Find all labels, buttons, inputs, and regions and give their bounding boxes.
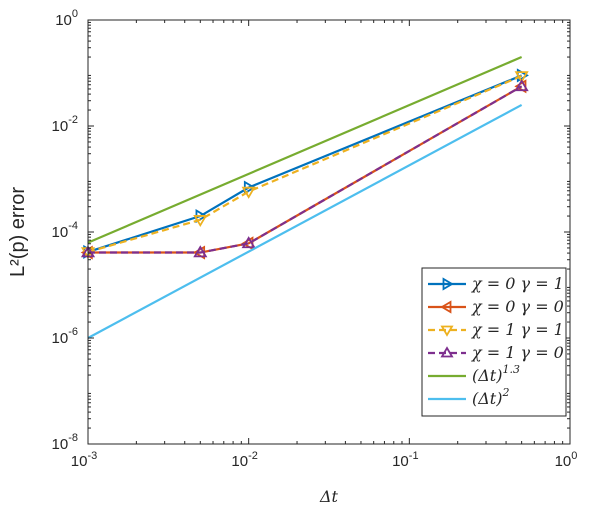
series-line [87, 103, 523, 339]
legend-entry: χ = 1 γ = 0 [428, 343, 564, 362]
legend-box [421, 267, 567, 417]
data-point-marker [514, 79, 529, 92]
y-tick-label: 10-8 [52, 432, 78, 453]
y-tick-label: 10-2 [52, 114, 78, 135]
x-tick-label: 10-3 [71, 450, 97, 470]
legend-label: χ = 0 γ = 0 [471, 297, 564, 316]
x-tick-label: 10-2 [231, 450, 257, 470]
data-point-marker [440, 300, 452, 314]
y-tick-label: 10-6 [52, 326, 78, 347]
series-line [88, 85, 523, 254]
data-point-marker [440, 346, 454, 358]
legend-entry: χ = 1 γ = 1 [428, 320, 564, 339]
legend-entry: χ = 0 γ = 1 [428, 274, 564, 293]
y-axis-label: L²(p) error [7, 187, 29, 277]
series-layer [80, 56, 529, 339]
series-line [87, 74, 523, 254]
legend-entry: χ = 0 γ = 0 [428, 297, 564, 316]
data-point-marker [514, 71, 529, 84]
x-axis-label: Δt [319, 487, 339, 506]
legend-label: χ = 0 γ = 1 [471, 274, 564, 293]
legend-entry: (Δt)2 [428, 386, 509, 408]
y-tick-label: 100 [55, 8, 78, 29]
series-line [87, 56, 523, 244]
data-point-marker [442, 277, 454, 291]
x-tick-label: 10-1 [392, 450, 418, 470]
legend-label: χ = 1 γ = 0 [471, 343, 564, 362]
data-point-marker [193, 215, 208, 228]
data-point-marker [193, 245, 208, 258]
data-point-marker [241, 186, 256, 199]
x-tick-label: 100 [555, 450, 578, 470]
series-6 [87, 103, 523, 339]
series-line [87, 74, 523, 254]
y-tick-label: 10-4 [52, 220, 78, 241]
legend: χ = 0 γ = 1 χ = 0 γ = 0 χ = 1 γ = 1 χ = 1 γ… [421, 267, 567, 417]
data-point-marker [440, 325, 454, 337]
data-point-marker [241, 236, 256, 249]
legend-label: χ = 1 γ = 1 [471, 320, 564, 339]
axes-layer: 10-3 10-2 10-1 100 10-8 10-6 10-4 10-2 100 Δt L²(p… [7, 8, 577, 506]
series-5 [87, 56, 523, 244]
legend-label: (Δt)2 [472, 386, 509, 408]
